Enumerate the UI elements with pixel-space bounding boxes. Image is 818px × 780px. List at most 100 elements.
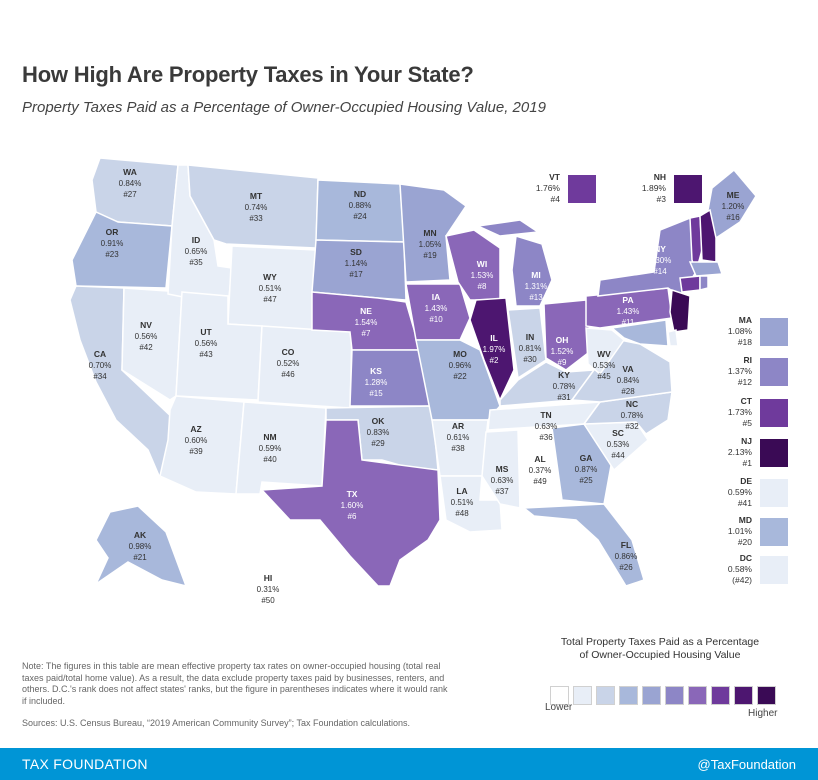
callout-ri[interactable]: RI 1.37% #12 [712, 355, 788, 388]
callout-abbr: MA [738, 315, 752, 325]
state-co[interactable] [257, 325, 353, 409]
callout-swatch [760, 357, 788, 386]
state-sd[interactable] [311, 239, 407, 301]
chart-subtitle: Property Taxes Paid as a Percentage of O… [22, 99, 546, 116]
state-ak[interactable] [94, 505, 188, 588]
state-ks[interactable] [349, 349, 431, 407]
callout-text: NJ 2.13% #1 [712, 436, 752, 469]
legend-swatch-6 [665, 686, 684, 705]
callout-abbr: NH [653, 172, 666, 182]
callout-value: #18 [737, 337, 752, 347]
callout-text: NH 1.89% #3 [626, 172, 666, 205]
state-label-nd: ND 0.88% #24 [349, 189, 372, 221]
state-nj[interactable] [669, 288, 691, 333]
state-vt[interactable] [689, 215, 703, 275]
state-label-pa: PA 1.43% #11 [617, 295, 640, 327]
state-wv[interactable] [585, 327, 626, 376]
state-label-az: AZ 0.60% #39 [185, 424, 208, 456]
state-label-ok: OK 0.83% #29 [367, 416, 390, 448]
state-label-ca: CA 0.70% #34 [89, 349, 112, 381]
legend-title-line-2: of Owner-Occupied Housing Value [579, 649, 741, 661]
state-label-va: VA 0.84% #28 [617, 364, 640, 396]
state-label-mo: MO 0.96% #22 [449, 349, 472, 381]
callout-abbr: VT [549, 172, 560, 182]
callout-de[interactable]: DE 0.59% #41 [712, 476, 788, 509]
state-ia[interactable] [405, 283, 471, 341]
state-al[interactable] [519, 427, 563, 510]
state-label-nc: NC 0.78% #32 [621, 399, 644, 431]
state-label-mn: MN 1.05% #19 [419, 228, 442, 260]
state-ma[interactable] [688, 261, 724, 277]
callout-swatch [760, 555, 788, 584]
callout-dc[interactable]: DC 0.58% (#42) [712, 553, 788, 586]
callout-value: 1.73% [727, 407, 752, 417]
state-mi[interactable] [475, 219, 553, 307]
state-label-ne: NE 1.54% #7 [355, 306, 378, 338]
callout-value: 2.13% [727, 447, 752, 457]
state-label-tn: TN 0.63% #36 [535, 410, 558, 442]
callout-text: VT 1.76% #4 [520, 172, 560, 205]
callout-abbr: MD [738, 515, 752, 525]
state-label-ia: IA 1.43% #10 [425, 292, 448, 324]
callout-value: #41 [737, 498, 752, 508]
legend-swatch-9 [734, 686, 753, 705]
legend-title: Total Property Taxes Paid as a Percentag… [540, 636, 780, 662]
state-label-fl: FL 0.86% #26 [615, 540, 638, 572]
callout-nh[interactable]: NH 1.89% #3 [626, 172, 702, 205]
state-or[interactable] [71, 211, 173, 289]
state-de[interactable] [667, 329, 679, 347]
sources: Sources: U.S. Census Bureau, “2019 Ameri… [22, 718, 411, 728]
callout-ma[interactable]: MA 1.08% #18 [712, 315, 788, 348]
state-in[interactable] [507, 307, 547, 380]
legend-swatch-8 [711, 686, 730, 705]
state-label-nv: NV 0.56% #42 [135, 320, 158, 352]
callout-value: 0.58% [727, 564, 752, 574]
state-label-in: IN 0.81% #30 [519, 332, 542, 364]
state-md[interactable] [610, 319, 669, 347]
callout-ct[interactable]: CT 1.73% #5 [712, 396, 788, 429]
state-fl[interactable] [521, 503, 645, 587]
state-me[interactable] [707, 168, 757, 240]
state-ky[interactable] [499, 361, 596, 407]
callout-md[interactable]: MD 1.01% #20 [712, 515, 788, 548]
callout-value: #4 [550, 194, 560, 204]
state-mt[interactable] [187, 164, 319, 249]
state-label-sd: SD 1.14% #17 [345, 247, 368, 279]
state-az[interactable] [159, 395, 245, 495]
state-ms[interactable] [481, 429, 521, 509]
legend-swatch-10 [757, 686, 776, 705]
callout-swatch [760, 478, 788, 507]
state-label-wi: WI 1.53% #8 [471, 259, 494, 291]
brand-logo-text[interactable]: TAX FOUNDATION [22, 756, 148, 772]
state-label-mi: MI 1.31% #13 [525, 270, 548, 302]
state-label-ar: AR 0.61% #38 [447, 421, 470, 453]
callout-vt[interactable]: VT 1.76% #4 [520, 172, 596, 205]
state-oh[interactable] [543, 299, 593, 371]
state-label-me: ME 1.20% #16 [722, 190, 745, 222]
state-tx[interactable] [260, 419, 441, 587]
callout-abbr: DE [740, 476, 752, 486]
callout-value: 1.89% [641, 183, 666, 193]
callout-abbr: RI [743, 355, 753, 365]
callout-abbr: CT [740, 396, 752, 406]
state-ri[interactable] [699, 275, 709, 291]
twitter-handle[interactable]: @TaxFoundation [697, 756, 796, 772]
state-label-id: ID 0.65% #35 [185, 235, 208, 267]
callout-value: 1.37% [727, 366, 752, 376]
callout-nj[interactable]: NJ 2.13% #1 [712, 436, 788, 469]
chart-title: How High Are Property Taxes in Your Stat… [22, 62, 474, 87]
state-label-or: OR 0.91% #23 [101, 227, 124, 259]
legend-swatch-5 [642, 686, 661, 705]
callout-swatch [760, 438, 788, 467]
state-nh[interactable] [699, 208, 717, 263]
legend-high-label: Higher [748, 708, 778, 719]
state-hi[interactable] [213, 553, 278, 591]
state-ct[interactable] [679, 275, 701, 293]
state-label-hi: HI 0.31% #50 [257, 573, 280, 605]
state-label-ks: KS 1.28% #15 [365, 366, 388, 398]
callout-swatch [760, 517, 788, 546]
callout-text: MA 1.08% #18 [712, 315, 752, 348]
state-la[interactable] [439, 475, 503, 533]
legend-swatch-1 [550, 686, 569, 705]
legend-swatch-4 [619, 686, 638, 705]
